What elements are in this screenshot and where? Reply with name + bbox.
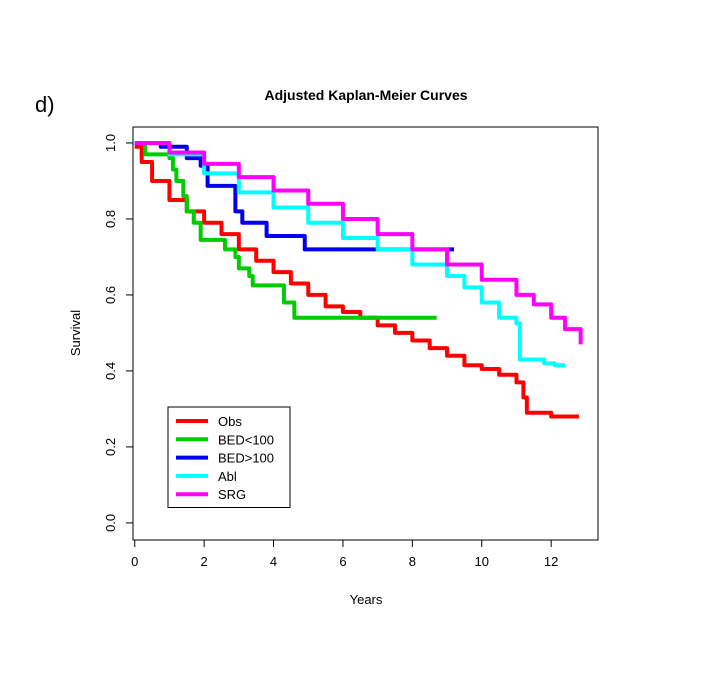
chart-title: Adjusted Kaplan-Meier Curves [264, 87, 467, 103]
survival-curve [134, 144, 579, 419]
y-axis-label: Survival [68, 310, 83, 356]
survival-curve [134, 140, 454, 252]
y-tick-label: 1.0 [103, 134, 118, 152]
legend-label: SRG [218, 487, 246, 502]
y-tick-label: 0.2 [103, 438, 118, 456]
y-tick-label: 0.8 [103, 210, 118, 228]
legend-label: BED<100 [218, 432, 274, 447]
survival-curve [134, 140, 437, 320]
survival-curve [134, 140, 566, 368]
x-tick-label: 2 [201, 554, 208, 569]
x-tick-label: 12 [544, 554, 558, 569]
y-tick-label: 0.0 [103, 514, 118, 532]
x-tick-label: 6 [339, 554, 346, 569]
x-tick-label: 8 [409, 554, 416, 569]
plot-frame [132, 126, 599, 541]
y-tick-label: 0.6 [103, 286, 118, 304]
x-tick-label: 10 [475, 554, 489, 569]
x-tick-label: 0 [131, 554, 138, 569]
legend-label: Obs [218, 414, 242, 429]
x-tick-label: 4 [270, 554, 277, 569]
panel-label: d) [35, 92, 55, 117]
legend-label: Abl [218, 469, 237, 484]
y-tick-label: 0.4 [103, 362, 118, 380]
legend-label: BED>100 [218, 451, 274, 466]
x-axis-label: Years [350, 592, 383, 607]
survival-curve [134, 140, 583, 345]
